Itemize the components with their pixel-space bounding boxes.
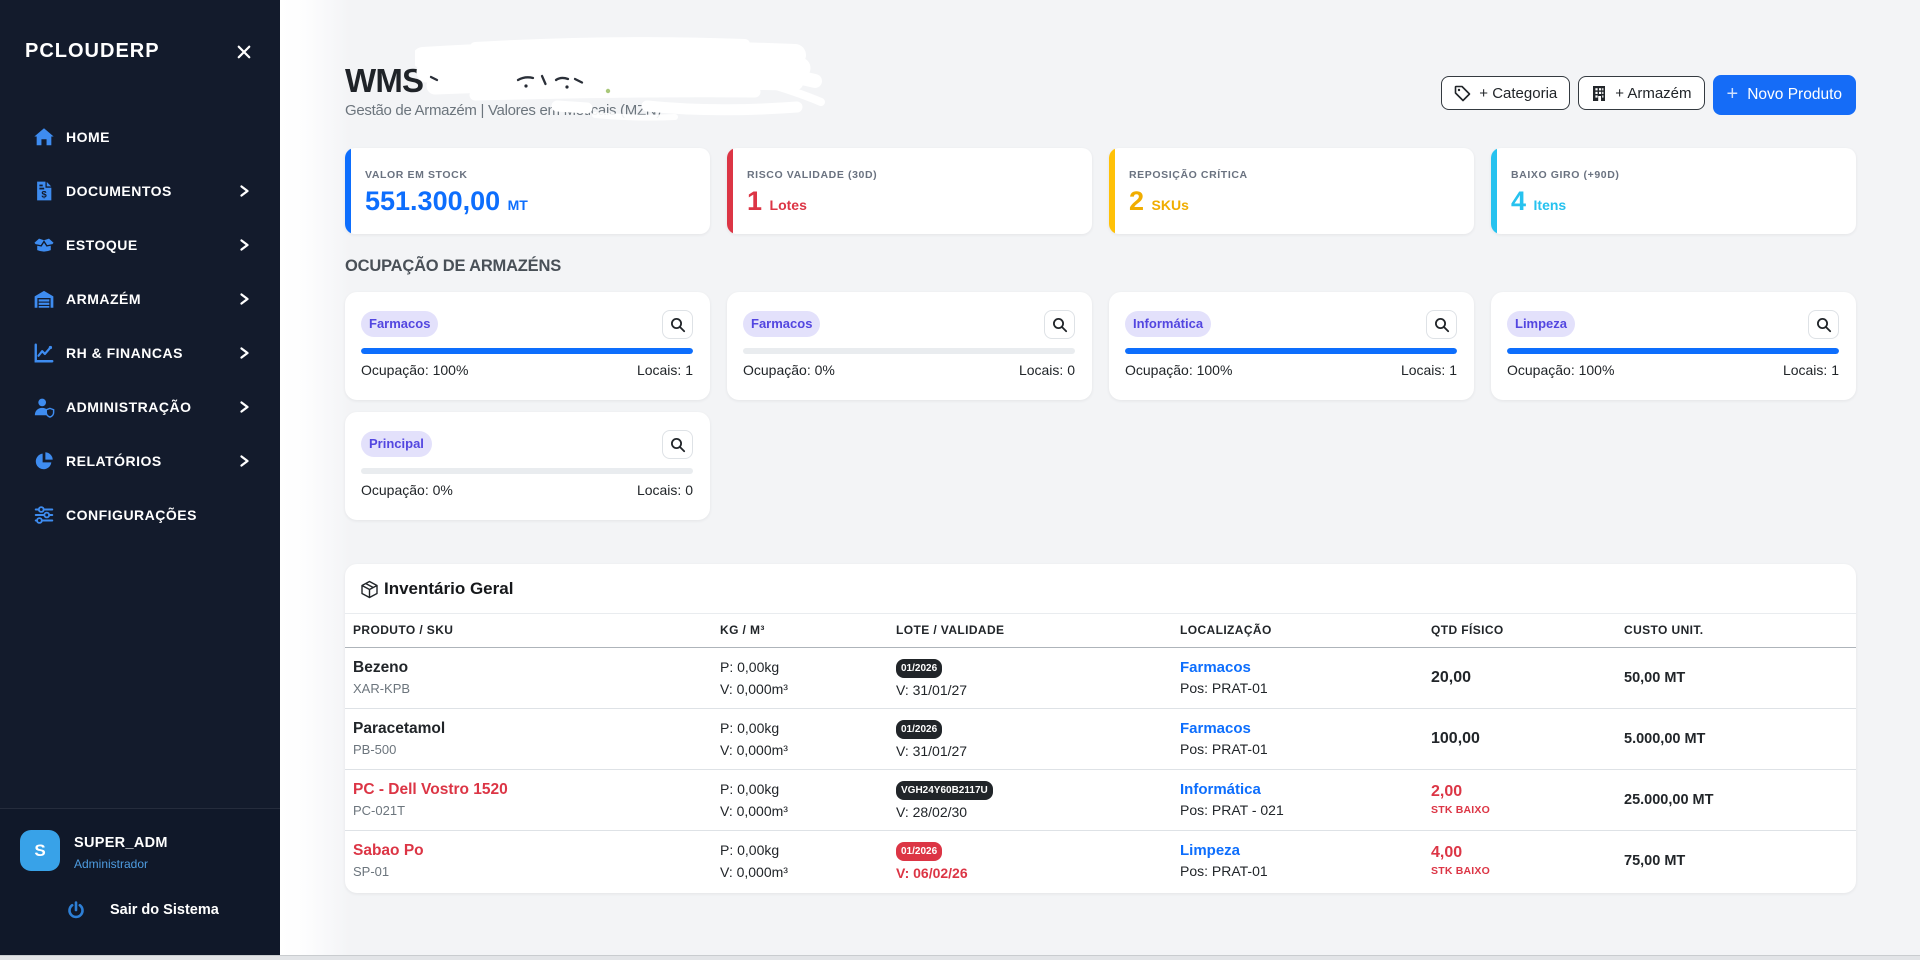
svg-text:$: $ (41, 190, 47, 201)
